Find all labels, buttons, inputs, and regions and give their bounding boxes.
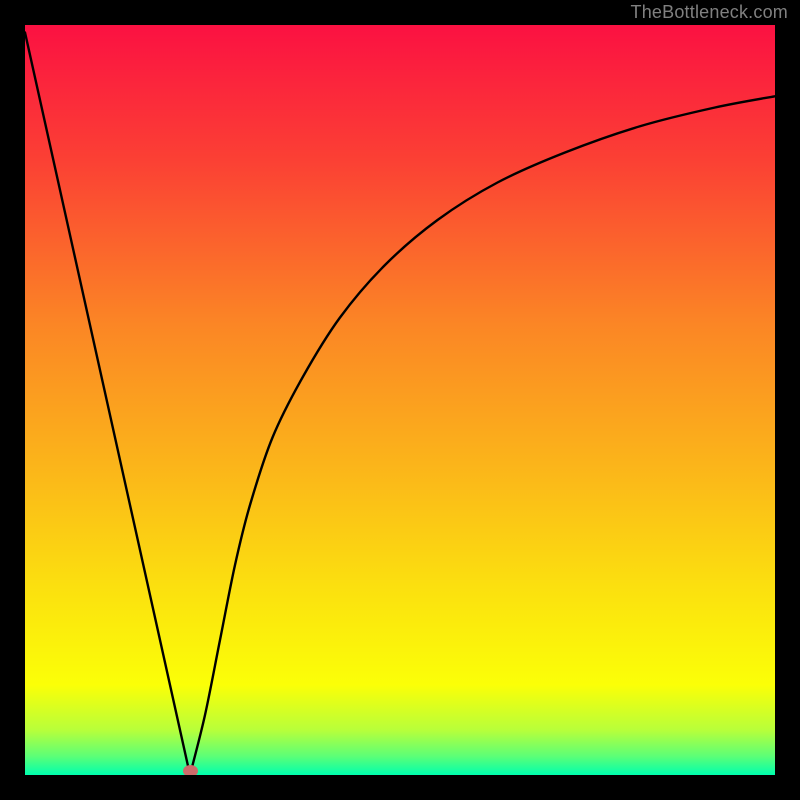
- plot-area: [25, 25, 775, 775]
- watermark-text: TheBottleneck.com: [631, 2, 788, 23]
- chart-outer-frame: TheBottleneck.com: [0, 0, 800, 800]
- curve-line: [25, 25, 775, 775]
- data-point-marker: [183, 765, 198, 775]
